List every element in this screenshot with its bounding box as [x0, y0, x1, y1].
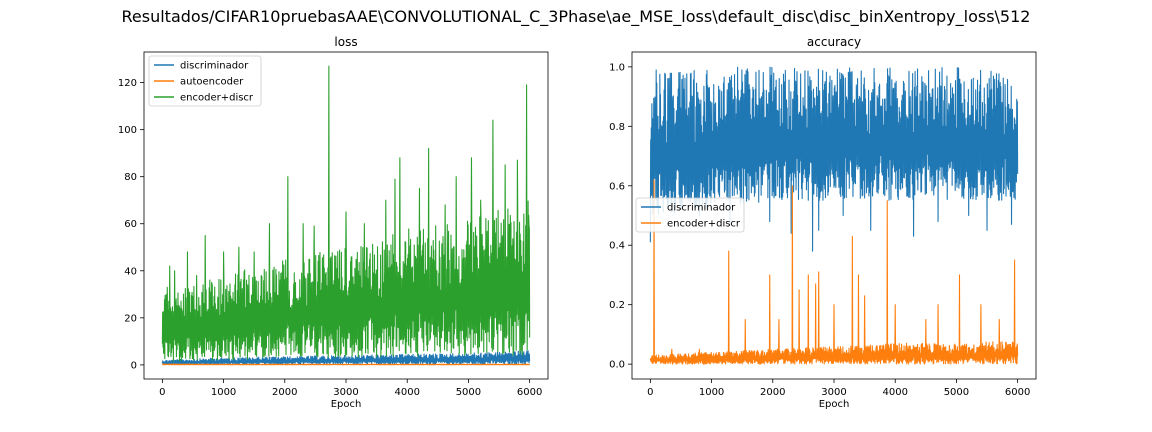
loss-chart-legend-label-discriminador: discriminador	[180, 61, 249, 72]
loss-chart-y-tick-label-20: 20	[124, 313, 137, 324]
accuracy-chart-legend-label-discriminador: discriminador	[667, 203, 736, 214]
loss-chart-y-tick-label-120: 120	[118, 78, 137, 89]
loss-chart-legend-label-autoencoder: autoencoder	[180, 77, 244, 88]
accuracy-chart-legend-box	[635, 197, 745, 233]
loss-chart-legend-box	[148, 55, 262, 107]
accuracy-chart-x-tick-label-2000: 2000	[760, 387, 785, 398]
accuracy-chart-x-ticks: 0 1000 2000 3000 4000 5000 6000	[647, 379, 1030, 398]
loss-chart-y-tick-label-80: 80	[124, 172, 137, 183]
accuracy-chart-y-tick-label-0-0: 0.0	[609, 360, 625, 371]
loss-chart-x-tick-label-3000: 3000	[333, 387, 358, 398]
loss-chart-legend: discriminador autoencoder encoder+discr	[148, 55, 262, 107]
accuracy-chart-series-encoder-discr-line	[649, 179, 1019, 365]
accuracy-chart-y-tick-label-0-2: 0.2	[609, 300, 625, 311]
accuracy-chart-x-tick-label-3000: 3000	[821, 387, 846, 398]
loss-chart-series-autoencoder-line	[161, 363, 531, 366]
loss-chart-x-ticks: 0 1000 2000 3000 4000 5000 6000	[159, 379, 542, 398]
loss-chart-x-tick-label-2000: 2000	[272, 387, 297, 398]
accuracy-chart: accuracy 0 1000 2000 3000 4000 5000 6000 0.00.…	[609, 35, 1037, 410]
accuracy-chart-legend: discriminador encoder+discr	[635, 197, 745, 233]
loss-chart-y-tick-label-60: 60	[124, 219, 137, 230]
accuracy-chart-title: accuracy	[807, 35, 861, 49]
loss-chart-x-tick-label-6000: 6000	[517, 387, 542, 398]
accuracy-chart-y-tick-label-0-6: 0.6	[609, 181, 625, 192]
figure-suptitle: Resultados/CIFAR10pruebasAAE\CONVOLUTION…	[122, 7, 1031, 27]
loss-chart-title: loss	[334, 35, 357, 49]
accuracy-chart-x-tick-label-5000: 5000	[944, 387, 969, 398]
accuracy-chart-x-tick-label-6000: 6000	[1005, 387, 1030, 398]
accuracy-chart-y-tick-label-0-8: 0.8	[609, 122, 625, 133]
accuracy-chart-x-tick-label-0: 0	[647, 387, 653, 398]
loss-chart: loss 0 1000 2000 3000 4000 5000 6000 0 20 40 60 80…	[118, 35, 549, 410]
accuracy-chart-y-ticks: 0.0 0.2 0.4 0.6 0.8 1.0	[609, 62, 632, 371]
loss-chart-y-tick-label-0: 0	[131, 360, 137, 371]
accuracy-chart-series-discriminador-line	[649, 66, 1019, 252]
loss-chart-x-tick-label-5000: 5000	[456, 387, 481, 398]
loss-chart-series-discriminador-line	[161, 350, 531, 365]
loss-chart-y-ticks: 0 20 40 60 80 100 120	[118, 78, 144, 371]
accuracy-chart-x-axis-label: Epoch	[819, 399, 850, 410]
accuracy-chart-series-area	[649, 66, 1019, 365]
accuracy-chart-y-tick-label-1-0: 1.0	[609, 62, 625, 73]
loss-chart-series-encoder-discr-line	[161, 65, 531, 362]
accuracy-chart-x-tick-label-4000: 4000	[882, 387, 907, 398]
loss-chart-legend-label-encoder-discr: encoder+discr	[180, 93, 254, 104]
loss-chart-x-tick-label-1000: 1000	[211, 387, 236, 398]
loss-chart-y-tick-label-40: 40	[124, 266, 137, 277]
accuracy-chart-x-tick-label-1000: 1000	[699, 387, 724, 398]
loss-chart-series-area	[161, 65, 531, 366]
accuracy-chart-legend-label-encoder-discr: encoder+discr	[667, 219, 741, 230]
loss-chart-x-axis-label: Epoch	[331, 399, 362, 410]
loss-chart-x-tick-label-0: 0	[159, 387, 165, 398]
accuracy-chart-y-tick-label-0-4: 0.4	[609, 241, 625, 252]
loss-chart-y-tick-label-100: 100	[118, 125, 137, 136]
loss-chart-x-tick-label-4000: 4000	[394, 387, 419, 398]
